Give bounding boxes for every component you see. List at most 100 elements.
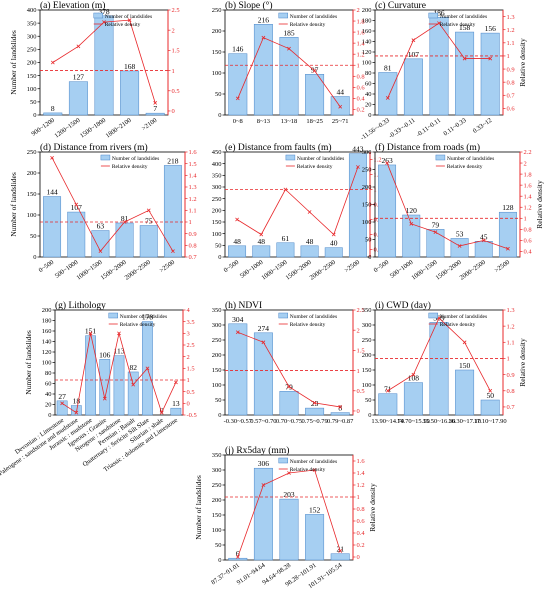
panel-title: (c) Curvature xyxy=(375,0,426,11)
left-tick-label: 150 xyxy=(27,73,37,80)
legend-bar-swatch xyxy=(278,312,289,319)
chart-panel: (d) Distance from rivers (m) 0 50 100 150 200… xyxy=(9,142,197,282)
left-tick-label: 150 xyxy=(212,512,222,519)
landslide-count-bar xyxy=(498,211,517,258)
left-tick-label: 150 xyxy=(212,49,222,56)
left-tick-label: 100 xyxy=(362,219,372,226)
left-tick-label: 50 xyxy=(215,243,222,250)
left-tick-label: 100 xyxy=(212,527,222,534)
right-tick-label: 1.1 xyxy=(189,208,197,215)
landslide-count-bar xyxy=(305,407,325,416)
bar-value-label: 127 xyxy=(73,73,85,82)
left-tick-label: 120 xyxy=(42,349,52,356)
legend-bar-swatch xyxy=(93,12,104,19)
landslide-count-bar xyxy=(253,467,273,561)
panel-title: (b) Slope (°) xyxy=(225,0,273,11)
bar-value-label: 150 xyxy=(459,361,471,370)
panel-title: (a) Elevation (m) xyxy=(40,0,105,11)
bar-value-label: 48 xyxy=(233,237,241,246)
right-tick-label: 1.5 xyxy=(187,366,195,373)
legend-bars-label: Number of landslides xyxy=(297,155,344,162)
relative-density-point xyxy=(261,35,266,40)
relative-density-point xyxy=(60,401,64,406)
relative-density-point xyxy=(153,101,158,105)
relative-density-point xyxy=(76,44,81,49)
category-label: 1500~2000 xyxy=(435,259,463,282)
bar-value-label: 306 xyxy=(258,459,270,468)
chart-panel: (j) Rx5day (mm) 0 50 100 150 200 250 300 350 0 0.2… xyxy=(194,445,377,590)
left-tick-label: 200 xyxy=(212,497,222,504)
category-label: 1000~1500 xyxy=(260,259,288,282)
legend-bar-swatch xyxy=(278,12,289,19)
bar-value-label: 82 xyxy=(129,363,137,372)
relative-density-point xyxy=(437,21,441,26)
landslide-count-bar xyxy=(228,557,248,561)
landslide-count-bar xyxy=(330,553,350,561)
right-tick-label: 0.4 xyxy=(524,249,533,256)
category-label: 2000~2500 xyxy=(124,259,152,282)
left-axis-title: Number of landslides xyxy=(194,475,203,540)
right-tick-label: 1.6 xyxy=(189,149,198,156)
legend-line-label: Relative density xyxy=(290,467,326,473)
landslide-count-bar xyxy=(429,322,449,416)
right-tick-label: 1.3 xyxy=(507,307,515,314)
relative-density-point xyxy=(312,68,317,73)
category-label: 0.57~0.70 xyxy=(250,418,276,425)
left-tick-label: 250 xyxy=(362,167,372,174)
bar-value-label: 7 xyxy=(153,104,157,113)
relative-density-point xyxy=(117,331,121,336)
right-tick-label: 0.9 xyxy=(374,202,382,209)
landslide-count-bar xyxy=(300,245,319,258)
bar-value-label: 27 xyxy=(58,392,66,401)
right-tick-label: 0.7 xyxy=(507,404,516,411)
relative-density-point xyxy=(261,483,266,487)
category-label: 14.70~15.50 xyxy=(397,418,430,425)
category-label: 0~8 xyxy=(233,118,243,125)
left-tick-label: 250 xyxy=(212,196,222,203)
relative-density-point xyxy=(102,396,107,401)
left-tick-label: 400 xyxy=(212,161,222,168)
panel-title: (h) NDVI xyxy=(225,300,262,311)
legend-bars-label: Number of landslides xyxy=(290,13,337,20)
left-tick-label: 0 xyxy=(218,412,221,419)
left-tick-label: 0 xyxy=(368,254,371,261)
landslide-count-bar xyxy=(68,81,88,116)
landslide-count-bar xyxy=(228,245,247,258)
category-label: 1500~2000 xyxy=(285,259,313,282)
right-tick-label: 0.6 xyxy=(374,247,383,254)
left-tick-label: 150 xyxy=(362,367,372,374)
chart-panel: (c) Curvature 0 20 40 60 80 100 120 140 160 180 200… xyxy=(359,0,527,142)
category-label: 0~500 xyxy=(38,259,56,274)
chart-panel: (f) Distance from roads (m) 0 50 100 150 200 2… xyxy=(362,142,544,282)
left-tick-label: 40 xyxy=(45,391,52,398)
relative-density-point xyxy=(338,549,343,553)
relative-density-point xyxy=(261,340,266,345)
legend-line-label: Relative density xyxy=(297,164,333,170)
right-tick-label: 1.6 xyxy=(357,458,366,465)
panel-title: (e) Distance from faults (m) xyxy=(225,142,332,153)
bar-value-label: 18 xyxy=(73,397,81,406)
relative-density-point xyxy=(307,210,312,214)
bar-value-label: 274 xyxy=(258,324,270,333)
landslide-count-bar xyxy=(378,164,397,258)
category-label: -0.30~0.57 xyxy=(224,418,253,425)
left-tick-label: 40 xyxy=(365,91,372,98)
right-tick-label: 0 xyxy=(357,554,360,561)
relative-density-point xyxy=(385,388,390,393)
relative-density-point xyxy=(287,46,291,51)
legend-line-label: Relative density xyxy=(290,322,326,328)
left-tick-label: 250 xyxy=(212,7,222,14)
bar-value-label: 120 xyxy=(406,206,418,215)
right-tick-label: 2 xyxy=(187,354,190,361)
left-tick-label: 100 xyxy=(362,382,372,389)
relative-density-point xyxy=(235,555,240,559)
right-tick-label: 1.2 xyxy=(357,51,365,58)
bar-value-label: 128 xyxy=(502,203,514,212)
right-tick-label: 1 xyxy=(189,219,192,226)
legend-bars-label: Number of landslides xyxy=(105,13,152,20)
bar-value-label: 108 xyxy=(408,374,420,383)
landslide-count-bar xyxy=(279,498,299,561)
left-tick-label: 50 xyxy=(30,99,37,106)
right-tick-label: 0.2 xyxy=(357,107,365,114)
relative-density-point xyxy=(98,249,103,254)
